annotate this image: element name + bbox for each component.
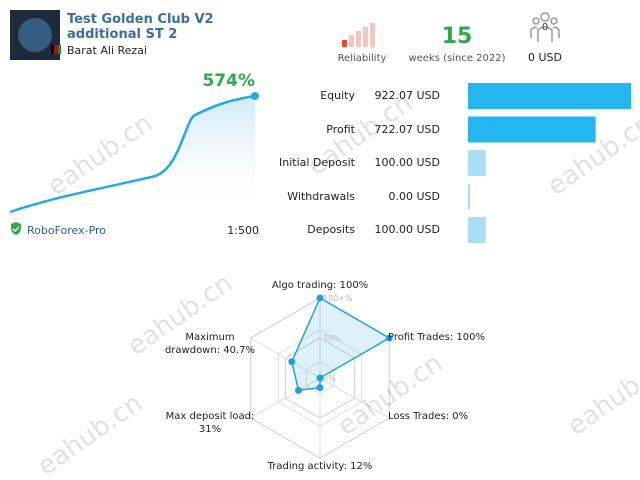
broker-check [12,226,20,233]
radar-spoke [250,377,321,419]
flag-stripe [54,45,58,54]
funds: 0 USD [528,51,562,64]
weeks: 15 [441,24,473,49]
subscribers: 0 [541,22,549,33]
growth-line [9,94,256,214]
radar-label: Profit Trades: 100% [388,332,485,343]
leverage: 1:500 [227,224,259,237]
radar-point [288,358,296,366]
balance-bar [468,217,486,243]
row-value: 100.00 USD [374,223,441,236]
radar-spoke [319,377,390,419]
avatar-art [18,18,52,52]
radar-point [295,386,303,394]
title[interactable]: Test Golden Club V2 additional ST 2 [67,12,214,42]
radar-label: Loss Trades: 0% [388,411,469,422]
radar-label: Trading activity: 12% [267,461,373,472]
balance-bar [468,150,486,176]
balance-bar [468,183,470,210]
radar-point [316,384,324,392]
growth-area [10,96,255,214]
flag-stripe [58,45,61,54]
radar-tick-label: 100+% [323,294,353,303]
row-value: 922.07 USD [374,89,441,102]
row-value: 100.00 USD [374,156,441,169]
broker-shield [11,222,21,235]
row-label: Profit [326,122,355,136]
balance-bar [468,83,631,109]
row-value: 0.00 USD [388,189,441,203]
balance-bars [468,83,631,243]
growth-value: 574% [202,71,255,91]
broker[interactable]: RoboForex-Pro [27,224,107,237]
radar-spoke [250,337,321,379]
subscribers-icon [530,12,560,42]
reliability-icon [342,23,375,47]
radar-tick-label: 0% [323,374,336,383]
row-label: Equity [320,89,355,102]
author[interactable]: Barat Ali Rezai [67,44,147,57]
row-label: Initial Deposit [279,156,355,169]
radar-label: Algo trading: 100% [271,280,369,291]
radar-label: Max deposit load: 31% [165,411,255,435]
row-label: Deposits [307,223,355,236]
radar-point [316,374,324,382]
row-value: 722.07 USD [374,122,441,136]
radar [250,294,393,459]
radar-point [385,334,393,342]
radar-point [316,294,324,302]
radar-label: Maximum drawdown: 40.7% [164,332,256,356]
reliability-label: Reliability [337,53,387,64]
balance-bar [468,116,596,143]
row-label: Withdrawals [287,189,355,203]
weeks-label: weeks (since 2022) [408,53,506,64]
growth-end [251,92,259,100]
radar-tick-label: 50% [323,334,341,343]
